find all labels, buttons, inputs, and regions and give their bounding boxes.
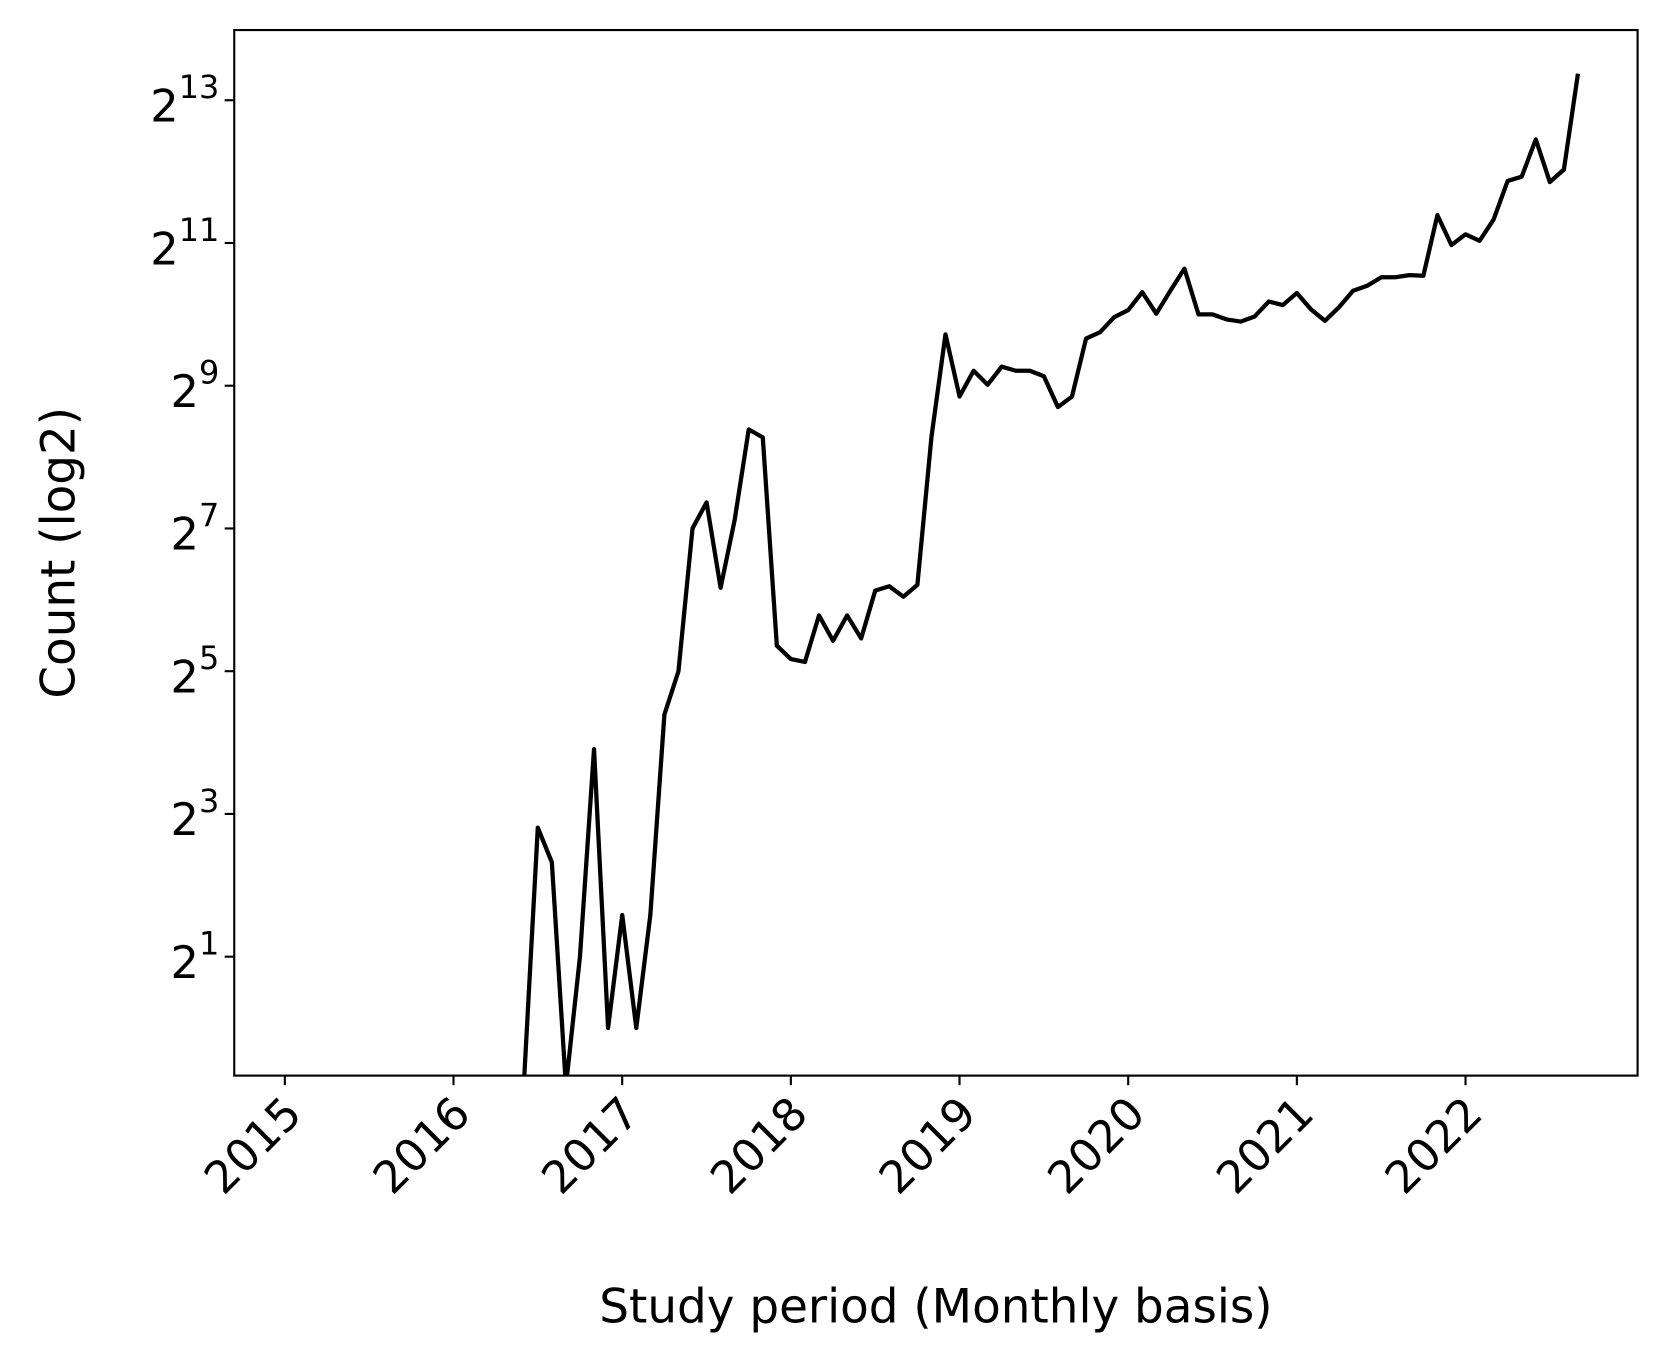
plot-frame — [233, 28, 1639, 1077]
x-tick-label: 2017 — [531, 1086, 649, 1204]
y-tick-label: 25 — [171, 639, 220, 703]
x-tick-label: 2016 — [363, 1086, 481, 1204]
y-tick-label: 21 — [171, 925, 220, 989]
series-line — [522, 73, 1581, 1076]
y-axis-ticks: 21 23 25 27 29 211 213 — [150, 68, 235, 989]
x-axis-label: Study period (Monthly basis) — [599, 1281, 1272, 1335]
x-tick-label: 2015 — [194, 1086, 312, 1204]
y-tick-label: 211 — [150, 211, 219, 275]
x-tick-label: 2020 — [1037, 1086, 1155, 1204]
x-tick-label: 2018 — [700, 1086, 818, 1204]
y-tick-label: 27 — [171, 496, 220, 560]
x-axis-ticks: 2015 2016 2017 2018 2019 2020 2021 2022 — [194, 1075, 1493, 1204]
y-tick-label: 23 — [171, 782, 220, 846]
y-axis-label: Count (log2) — [33, 407, 87, 699]
x-tick-label: 2021 — [1206, 1086, 1324, 1204]
x-tick-label: 2019 — [869, 1086, 987, 1204]
y-tick-label: 213 — [150, 68, 219, 132]
x-tick-label: 2022 — [1375, 1086, 1493, 1204]
y-tick-label: 29 — [171, 354, 220, 418]
